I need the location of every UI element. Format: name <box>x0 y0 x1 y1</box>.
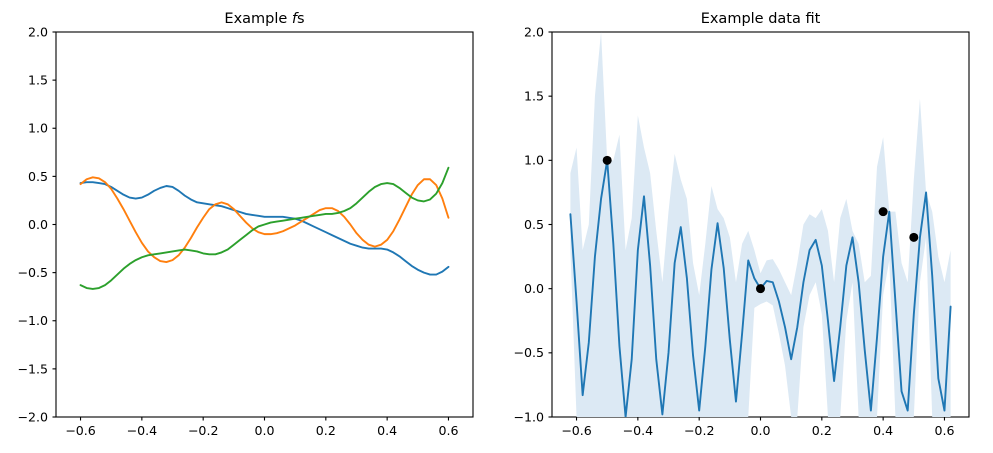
x-tick-label: −0.4 <box>623 423 654 438</box>
y-tick-label: 1.5 <box>28 73 48 88</box>
fit-group <box>569 32 952 417</box>
y-tick-label: 0.0 <box>524 281 544 296</box>
y-tick-label: 0.0 <box>28 217 48 232</box>
subplot-example-fs: −2.0 −1.5 −1.0 −0.5 0.0 0.5 1.0 1.5 2.0 −0.6 −0.4 −… <box>17 11 474 438</box>
y-tick-label: 1.0 <box>524 153 544 168</box>
axes-title: Example fs <box>224 11 304 27</box>
title-italic-token: f <box>292 11 299 27</box>
x-tick-label: 0.4 <box>377 423 397 438</box>
x-tick-label: 0.0 <box>750 423 770 438</box>
uncertainty-band <box>570 32 951 417</box>
x-tick-label: 0.6 <box>934 423 954 438</box>
x-tick-label: −0.2 <box>684 423 715 438</box>
y-tick-label: −1.5 <box>17 361 48 376</box>
x-tick-label: −0.6 <box>561 423 592 438</box>
title-prefix: Example <box>224 11 292 27</box>
example-fs-canvas: −2.0 −1.5 −1.0 −0.5 0.0 0.5 1.0 1.5 2.0 −0.6 −0.4 −… <box>17 11 474 438</box>
y-tick-label: −1.0 <box>17 313 48 328</box>
data-point <box>909 232 919 242</box>
y-tick-label: −2.0 <box>17 409 48 424</box>
subplot-example-data-fit: −1.0 −0.5 0.0 0.5 1.0 1.5 2.0 −0.6 −0.4 −0.2 0.0 0.… <box>496 0 993 453</box>
y-tick-label: 0.5 <box>28 169 48 184</box>
y-tick-label: 2.0 <box>524 24 544 39</box>
x-tick-label: 0.0 <box>254 423 274 438</box>
x-tick-label: 0.2 <box>812 423 832 438</box>
data-point <box>602 155 612 165</box>
y-tick-label: 0.5 <box>524 217 544 232</box>
x-tick-label: 0.2 <box>316 423 336 438</box>
example-data-fit-canvas: −1.0 −0.5 0.0 0.5 1.0 1.5 2.0 −0.6 −0.4 −0.2 0.0 0.… <box>513 11 970 438</box>
x-tick-label: −0.4 <box>127 423 158 438</box>
series-line-f2 <box>79 176 450 263</box>
y-tick-label: −1.0 <box>513 409 544 424</box>
series-group <box>79 166 450 290</box>
y-tick-label: 2.0 <box>28 24 48 39</box>
y-tick-label: 1.0 <box>28 121 48 136</box>
x-tick-label: 0.6 <box>438 423 458 438</box>
data-point <box>756 284 765 294</box>
data-points-group <box>602 155 919 294</box>
x-tick-label: 0.4 <box>873 423 893 438</box>
title-suffix: s <box>297 11 305 27</box>
x-tick-label: −0.6 <box>65 423 96 438</box>
y-tick-label: −0.5 <box>513 345 544 360</box>
x-tick-label: −0.2 <box>188 423 219 438</box>
y-tick-label: −0.5 <box>17 265 48 280</box>
y-tick-label: 1.5 <box>524 89 544 104</box>
axes-title: Example data fit <box>701 11 821 27</box>
series-line-f3 <box>79 166 450 290</box>
data-point <box>878 207 888 217</box>
series-line-f1 <box>79 181 450 276</box>
